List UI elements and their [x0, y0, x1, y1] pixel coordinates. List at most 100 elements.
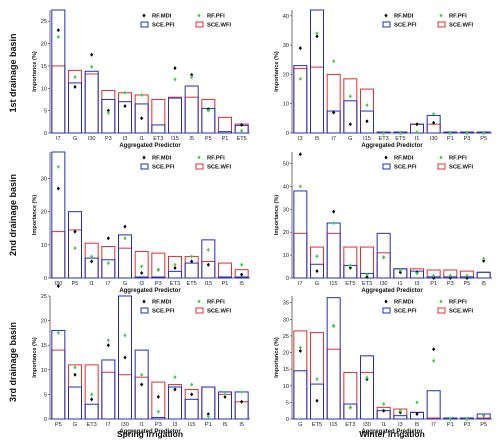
point-rf-pfi	[365, 103, 369, 108]
y-tick-label: 5	[44, 109, 47, 115]
bar-sce-wfi	[184, 96, 199, 134]
bar-sce-wfi	[51, 231, 66, 279]
x-tick-label: G	[73, 422, 77, 428]
point-rf-mdi	[398, 270, 402, 275]
x-axis-label: Aggregated Predictor	[361, 288, 423, 294]
bar-sce-wfi	[84, 364, 99, 420]
bar-sce-pfi	[360, 110, 374, 134]
bar-sce-pfi	[218, 131, 232, 134]
point-rf-pfi	[106, 338, 110, 343]
x-tick-label: P5	[55, 422, 62, 428]
bar-sce-pfi	[184, 398, 199, 420]
y-tick-label: 10	[41, 368, 47, 374]
bar-sce-wfi	[326, 73, 341, 134]
x-tick-label: P1	[205, 422, 212, 428]
x-tick-label: P5	[72, 281, 79, 287]
x-tick-label: I1	[398, 281, 403, 287]
point-rf-pfi	[432, 111, 436, 116]
y-tick-label: 15	[283, 367, 289, 373]
point-rf-mdi	[315, 34, 319, 39]
point-rf-mdi	[332, 209, 336, 214]
point-rf-mdi	[415, 412, 419, 417]
legend-label: SCE.WFI	[207, 23, 232, 29]
point-rf-pfi	[398, 267, 402, 272]
point-rf-mdi	[315, 269, 319, 274]
point-rf-pfi	[315, 254, 319, 259]
chart-panel-winter-basin2: 0 10 20 30 40 50 Importance (%) Aggregated Pred…	[274, 152, 492, 294]
y-tick-label: 10	[283, 384, 289, 390]
x-tick-label: P3	[155, 281, 162, 287]
point-rf-pfi	[365, 375, 369, 380]
bar-sce-wfi	[326, 348, 341, 420]
y-tick-label: 10	[41, 86, 47, 92]
point-rf-mdi	[173, 266, 177, 271]
point-rf-mdi	[90, 52, 94, 57]
bar-sce-wfi	[118, 247, 132, 279]
point-rf-pfi	[432, 273, 436, 278]
x-tick-label: ET3	[379, 136, 389, 142]
bar-sce-pfi	[51, 151, 66, 279]
x-tick-label: I3	[398, 422, 403, 428]
y-axis-label: Importance (%)	[274, 51, 280, 92]
legend-marker	[195, 21, 204, 28]
point-rf-pfi	[482, 131, 486, 135]
bar-sce-pfi	[84, 403, 99, 420]
bar-sce-wfi	[218, 262, 232, 279]
row-label-basin3: 3rd drainage basin	[8, 322, 18, 402]
point-rf-mdi	[206, 412, 210, 417]
y-tick-label: 30	[283, 207, 289, 213]
y-tick-label: 10	[283, 102, 289, 108]
y-tick-label: 20	[41, 319, 47, 325]
point-rf-pfi	[123, 333, 127, 338]
y-tick-label: 35	[283, 301, 289, 307]
bar-sce-pfi	[101, 98, 116, 134]
bar-sce-wfi	[118, 92, 132, 134]
x-tick-label: I3	[298, 136, 303, 142]
x-axis-label: Aggregated Predictor	[361, 429, 423, 435]
bar-sce-pfi	[218, 276, 232, 279]
x-tick-label: G	[298, 422, 302, 428]
x-tick-label: ET5	[345, 281, 355, 287]
legend-label: RF.MDI	[394, 156, 414, 162]
bar-sce-pfi	[201, 239, 216, 279]
legend-marker	[195, 163, 204, 170]
bar-sce-wfi	[293, 330, 308, 420]
y-tick-label: 10	[283, 253, 289, 259]
bar-sce-pfi	[134, 276, 149, 279]
point-rf-pfi	[448, 131, 452, 135]
bar-sce-pfi	[134, 349, 149, 420]
point-rf-mdi	[173, 66, 177, 71]
bar-sce-pfi	[326, 297, 341, 420]
point-rf-pfi	[206, 108, 210, 113]
legend-marker	[384, 299, 388, 304]
point-rf-pfi	[332, 323, 336, 328]
point-rf-pfi	[56, 164, 60, 169]
y-axis-label: Importance (%)	[32, 195, 38, 236]
x-tick-label: G	[73, 136, 77, 142]
point-rf-mdi	[90, 259, 94, 264]
point-rf-pfi	[382, 131, 386, 135]
legend-marker	[382, 163, 391, 170]
point-rf-pfi	[348, 263, 352, 268]
legend-label: SCE.WFI	[449, 309, 474, 315]
point-rf-mdi	[298, 152, 302, 157]
x-axis-label: Aggregated Predictor	[119, 143, 181, 149]
point-rf-pfi	[206, 414, 210, 419]
y-tick-label: 20	[283, 351, 289, 357]
point-rf-mdi	[223, 394, 227, 399]
point-rf-mdi	[240, 272, 244, 277]
bar-sce-pfi	[201, 386, 216, 420]
x-tick-label: I30	[54, 281, 62, 287]
x-tick-label: I15	[188, 422, 196, 428]
x-tick-label: P3	[447, 281, 454, 287]
bar-sce-pfi	[51, 9, 66, 134]
bar-sce-pfi	[101, 259, 116, 279]
legend-label: RF.PFI	[207, 300, 225, 306]
legend-marker	[439, 155, 443, 160]
legend: RF.MDI RF.PFI SCE.PFI SCE.WFI	[140, 155, 232, 171]
y-tick-label: 25	[41, 294, 47, 300]
point-rf-pfi	[73, 75, 77, 80]
point-rf-mdi	[190, 392, 194, 397]
x-tick-label: I7	[431, 422, 436, 428]
point-rf-mdi	[298, 46, 302, 51]
